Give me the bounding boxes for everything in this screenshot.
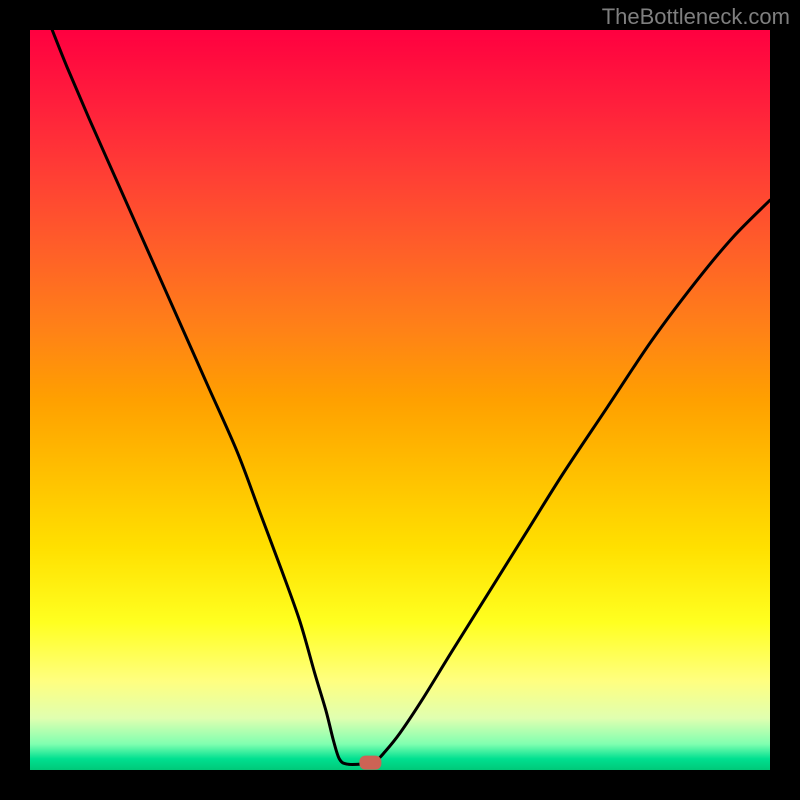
optimal-marker [359,756,381,770]
bottleneck-chart [0,0,800,800]
watermark-text: TheBottleneck.com [602,4,790,30]
chart-container: { "watermark": { "text": "TheBottleneck.… [0,0,800,800]
gradient-background [30,30,770,770]
